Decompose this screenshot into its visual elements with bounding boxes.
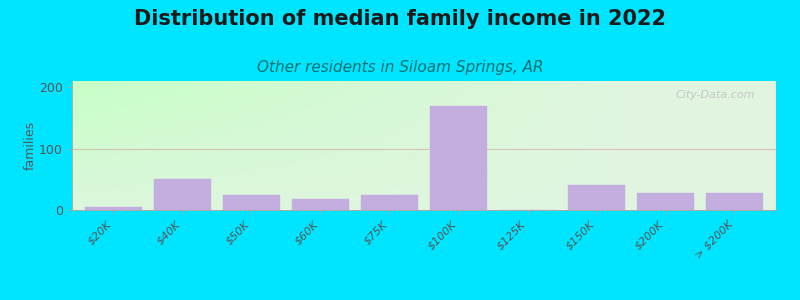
Bar	[85, 207, 142, 210]
Text: Other residents in Siloam Springs, AR: Other residents in Siloam Springs, AR	[257, 60, 543, 75]
Bar	[361, 195, 418, 210]
Bar	[638, 193, 694, 210]
Y-axis label: families: families	[23, 121, 36, 170]
Bar	[223, 195, 280, 210]
Bar	[706, 193, 763, 210]
Bar	[430, 106, 487, 210]
Bar	[154, 179, 210, 210]
Text: Distribution of median family income in 2022: Distribution of median family income in …	[134, 9, 666, 29]
Bar	[568, 185, 625, 210]
Text: City-Data.com: City-Data.com	[675, 90, 755, 100]
Bar	[292, 199, 349, 210]
